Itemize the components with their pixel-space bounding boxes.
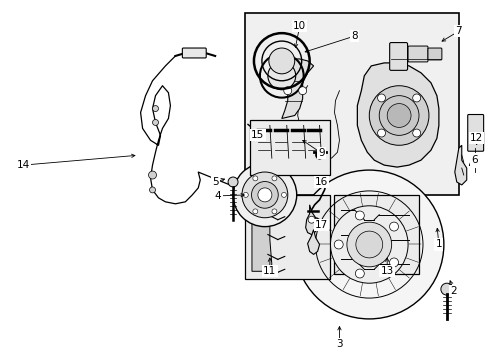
Text: 14: 14 <box>17 160 30 170</box>
FancyBboxPatch shape <box>407 46 427 62</box>
FancyBboxPatch shape <box>389 42 407 70</box>
Circle shape <box>355 231 382 258</box>
Circle shape <box>355 269 364 278</box>
Text: 15: 15 <box>251 130 264 140</box>
Circle shape <box>377 129 385 137</box>
Circle shape <box>152 120 158 125</box>
Text: 11: 11 <box>263 266 276 276</box>
Polygon shape <box>357 63 438 167</box>
Text: 12: 12 <box>469 133 482 143</box>
Text: 13: 13 <box>380 266 393 276</box>
Circle shape <box>252 209 257 214</box>
FancyBboxPatch shape <box>467 114 483 151</box>
Circle shape <box>271 209 276 214</box>
Circle shape <box>346 222 391 267</box>
Bar <box>244 195 329 279</box>
Text: 16: 16 <box>314 177 327 187</box>
Text: 10: 10 <box>292 21 305 31</box>
Circle shape <box>281 192 286 197</box>
Circle shape <box>334 240 343 249</box>
Bar <box>334 195 418 274</box>
Polygon shape <box>454 145 466 185</box>
Circle shape <box>252 176 257 181</box>
Circle shape <box>379 96 418 135</box>
Text: 7: 7 <box>454 26 461 36</box>
Circle shape <box>389 222 398 231</box>
FancyBboxPatch shape <box>182 48 206 58</box>
Circle shape <box>386 104 410 127</box>
Circle shape <box>152 105 158 112</box>
Text: 4: 4 <box>214 191 221 201</box>
Text: 6: 6 <box>470 155 477 165</box>
Polygon shape <box>284 75 351 165</box>
Circle shape <box>149 187 155 193</box>
Polygon shape <box>305 205 317 235</box>
Polygon shape <box>307 230 319 255</box>
Circle shape <box>283 87 291 95</box>
Text: 3: 3 <box>335 339 342 349</box>
Circle shape <box>307 216 314 223</box>
Circle shape <box>267 62 295 90</box>
Text: 5: 5 <box>211 177 218 187</box>
Circle shape <box>294 170 443 319</box>
Circle shape <box>389 258 398 267</box>
Circle shape <box>243 192 248 197</box>
Circle shape <box>148 171 156 179</box>
Text: 2: 2 <box>449 286 456 296</box>
Circle shape <box>242 172 287 218</box>
Circle shape <box>330 206 407 283</box>
Text: 9: 9 <box>318 148 324 158</box>
Circle shape <box>257 188 271 202</box>
Circle shape <box>268 48 294 74</box>
Circle shape <box>227 177 238 187</box>
Circle shape <box>412 94 420 102</box>
Bar <box>249 121 329 175</box>
Circle shape <box>440 283 452 295</box>
Circle shape <box>412 129 420 137</box>
Circle shape <box>271 176 276 181</box>
Circle shape <box>355 211 364 220</box>
Circle shape <box>368 86 428 145</box>
Polygon shape <box>277 59 313 118</box>
Circle shape <box>377 94 385 102</box>
Circle shape <box>298 87 306 95</box>
Text: 1: 1 <box>435 239 441 249</box>
Polygon shape <box>251 202 271 271</box>
Circle shape <box>251 181 278 208</box>
Circle shape <box>233 163 296 227</box>
FancyBboxPatch shape <box>427 48 441 60</box>
Text: 17: 17 <box>314 220 327 230</box>
Text: 8: 8 <box>350 31 357 41</box>
Circle shape <box>315 151 323 159</box>
Bar <box>244 13 458 195</box>
